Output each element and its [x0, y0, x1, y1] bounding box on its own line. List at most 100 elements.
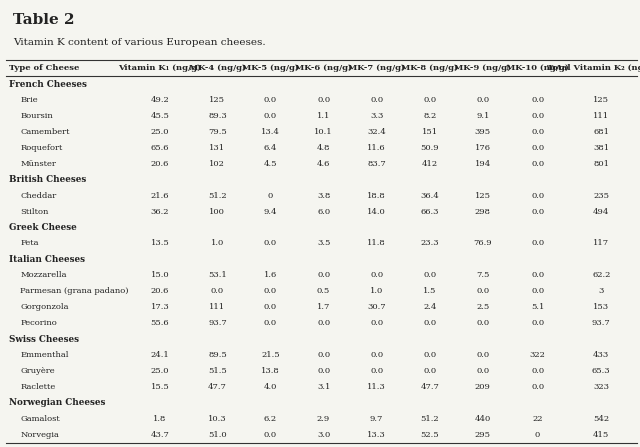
Text: 0.0: 0.0	[264, 430, 277, 439]
Text: 0.0: 0.0	[531, 319, 544, 327]
Text: 0: 0	[535, 430, 540, 439]
Text: 13.3: 13.3	[367, 430, 386, 439]
Text: 1.0: 1.0	[211, 240, 224, 248]
Text: Mozzarella: Mozzarella	[20, 271, 67, 279]
Text: 13.8: 13.8	[261, 367, 280, 375]
Text: 0.0: 0.0	[370, 96, 383, 104]
Text: 10.1: 10.1	[314, 128, 333, 136]
Text: 0.0: 0.0	[531, 287, 544, 295]
Text: 20.6: 20.6	[151, 160, 169, 168]
Text: 0.0: 0.0	[476, 319, 490, 327]
Text: 9.7: 9.7	[370, 415, 383, 423]
Text: Greek Cheese: Greek Cheese	[9, 223, 77, 232]
Text: 11.8: 11.8	[367, 240, 386, 248]
Text: 0.0: 0.0	[423, 351, 436, 359]
Text: Vitamin K content of various European cheeses.: Vitamin K content of various European ch…	[13, 38, 266, 47]
Text: 6.4: 6.4	[264, 144, 277, 152]
Text: 117: 117	[593, 240, 609, 248]
Text: Camembert: Camembert	[20, 128, 70, 136]
Text: 2.5: 2.5	[476, 303, 490, 311]
Text: Table 2: Table 2	[13, 13, 74, 27]
Text: 21.5: 21.5	[261, 351, 280, 359]
Text: 0.0: 0.0	[476, 351, 490, 359]
Text: 7.5: 7.5	[476, 271, 490, 279]
Text: 9.1: 9.1	[476, 112, 490, 120]
Text: 11.6: 11.6	[367, 144, 386, 152]
Text: Raclette: Raclette	[20, 383, 56, 391]
Text: Emmenthal: Emmenthal	[20, 351, 69, 359]
Text: Feta: Feta	[20, 240, 39, 248]
Text: 22: 22	[532, 415, 543, 423]
Text: 0.0: 0.0	[370, 271, 383, 279]
Text: 801: 801	[593, 160, 609, 168]
Text: 89.3: 89.3	[208, 112, 227, 120]
Text: 6.2: 6.2	[264, 415, 277, 423]
Text: 76.9: 76.9	[474, 240, 492, 248]
Text: 9.4: 9.4	[264, 207, 277, 215]
Text: 14.0: 14.0	[367, 207, 386, 215]
Text: 194: 194	[475, 160, 491, 168]
Text: 0.0: 0.0	[264, 112, 277, 120]
Text: 0.0: 0.0	[370, 367, 383, 375]
Text: 0.0: 0.0	[531, 383, 544, 391]
Text: Gamalost: Gamalost	[20, 415, 60, 423]
Text: 65.6: 65.6	[151, 144, 169, 152]
Text: Swiss Cheeses: Swiss Cheeses	[9, 334, 79, 344]
Text: 494: 494	[593, 207, 609, 215]
Text: 0.0: 0.0	[370, 319, 383, 327]
Text: 0.0: 0.0	[370, 351, 383, 359]
Text: 3.5: 3.5	[317, 240, 330, 248]
Text: 111: 111	[593, 112, 609, 120]
Text: 51.2: 51.2	[208, 192, 227, 200]
Text: 5.1: 5.1	[531, 303, 544, 311]
Text: 36.4: 36.4	[420, 192, 439, 200]
Text: 433: 433	[593, 351, 609, 359]
Text: 20.6: 20.6	[151, 287, 169, 295]
Text: 1.7: 1.7	[317, 303, 330, 311]
Text: 0.0: 0.0	[264, 240, 277, 248]
Text: 0.0: 0.0	[264, 319, 277, 327]
Text: 3: 3	[598, 287, 604, 295]
Text: 0.0: 0.0	[531, 160, 544, 168]
Text: 43.7: 43.7	[150, 430, 170, 439]
Text: 21.6: 21.6	[151, 192, 169, 200]
Text: 412: 412	[422, 160, 438, 168]
Text: 1.0: 1.0	[370, 287, 383, 295]
Text: 0.0: 0.0	[264, 96, 277, 104]
Text: 30.7: 30.7	[367, 303, 386, 311]
Text: Roquefort: Roquefort	[20, 144, 63, 152]
Text: 79.5: 79.5	[208, 128, 227, 136]
Text: 0.0: 0.0	[211, 287, 224, 295]
Text: Norwegian Cheeses: Norwegian Cheeses	[9, 398, 106, 407]
Text: 323: 323	[593, 383, 609, 391]
Text: 83.7: 83.7	[367, 160, 386, 168]
Text: French Cheeses: French Cheeses	[9, 80, 87, 89]
Text: 681: 681	[593, 128, 609, 136]
Text: 111: 111	[209, 303, 225, 311]
Text: 0.0: 0.0	[423, 319, 436, 327]
Text: 36.2: 36.2	[151, 207, 169, 215]
Text: Vitamin K₁ (ng/g): Vitamin K₁ (ng/g)	[118, 64, 202, 72]
Text: Brie: Brie	[20, 96, 38, 104]
Text: 2.9: 2.9	[317, 415, 330, 423]
Text: 4.6: 4.6	[317, 160, 330, 168]
Text: 0.0: 0.0	[317, 367, 330, 375]
Text: 131: 131	[209, 144, 225, 152]
Text: Boursin: Boursin	[20, 112, 53, 120]
Text: 0.0: 0.0	[531, 192, 544, 200]
Text: 4.5: 4.5	[264, 160, 277, 168]
Text: 0.0: 0.0	[476, 287, 490, 295]
Text: 45.5: 45.5	[150, 112, 170, 120]
Text: 1.1: 1.1	[317, 112, 330, 120]
Text: 0.0: 0.0	[264, 303, 277, 311]
Text: 24.1: 24.1	[150, 351, 170, 359]
Text: Parmesan (grana padano): Parmesan (grana padano)	[20, 287, 129, 295]
Text: 25.0: 25.0	[151, 367, 169, 375]
Text: 542: 542	[593, 415, 609, 423]
Text: 0.0: 0.0	[476, 96, 490, 104]
Text: MK-7 (ng/g): MK-7 (ng/g)	[348, 64, 405, 72]
Text: 395: 395	[475, 128, 491, 136]
Text: 50.9: 50.9	[420, 144, 439, 152]
Text: 6.0: 6.0	[317, 207, 330, 215]
Text: 49.2: 49.2	[150, 96, 170, 104]
